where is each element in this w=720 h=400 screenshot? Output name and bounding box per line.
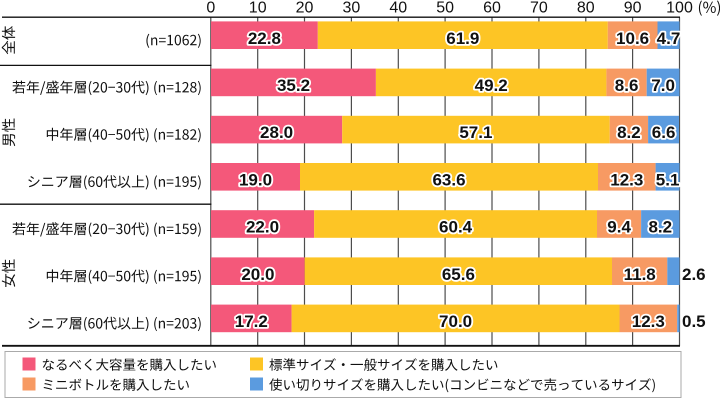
svg-text:50: 50 [436,0,454,17]
svg-text:60.4: 60.4 [439,218,473,237]
svg-text:65.6: 65.6 [442,265,475,284]
svg-text:20: 20 [296,0,314,17]
svg-text:11.8: 11.8 [624,265,656,284]
svg-text:28.0: 28.0 [260,123,293,142]
svg-text:49.2: 49.2 [475,76,508,95]
svg-text:22.8: 22.8 [248,29,281,48]
svg-text:7.0: 7.0 [651,76,675,95]
svg-text:10.6: 10.6 [616,29,649,48]
svg-text:35.2: 35.2 [277,76,310,95]
svg-text:70: 70 [530,0,548,17]
svg-text:30: 30 [343,0,361,17]
svg-text:22.0: 22.0 [246,218,279,237]
svg-text:10: 10 [249,0,267,17]
svg-text:17.2: 17.2 [235,312,268,331]
svg-text:80: 80 [577,0,595,17]
svg-text:60: 60 [483,0,501,17]
svg-text:12.3: 12.3 [610,170,643,189]
svg-text:70.0: 70.0 [439,312,472,331]
svg-text:6.6: 6.6 [652,123,676,142]
svg-text:2.6: 2.6 [682,265,706,284]
svg-text:19.0: 19.0 [239,170,272,189]
svg-text:0.5: 0.5 [682,312,706,331]
svg-text:8.6: 8.6 [615,76,639,95]
svg-text:40: 40 [389,0,407,17]
svg-text:9.4: 9.4 [607,218,631,237]
svg-text:0: 0 [206,0,215,17]
svg-text:12.3: 12.3 [632,312,665,331]
svg-text:90: 90 [624,0,642,17]
svg-text:57.1: 57.1 [459,123,492,142]
svg-text:8.2: 8.2 [648,218,672,237]
svg-text:5.1: 5.1 [656,170,680,189]
svg-text:61.9: 61.9 [446,29,479,48]
svg-text:8.2: 8.2 [617,123,641,142]
svg-text:63.6: 63.6 [432,170,465,189]
svg-text:100: 100 [666,0,693,17]
svg-text:4.7: 4.7 [657,29,681,48]
svg-text:20.0: 20.0 [241,265,274,284]
